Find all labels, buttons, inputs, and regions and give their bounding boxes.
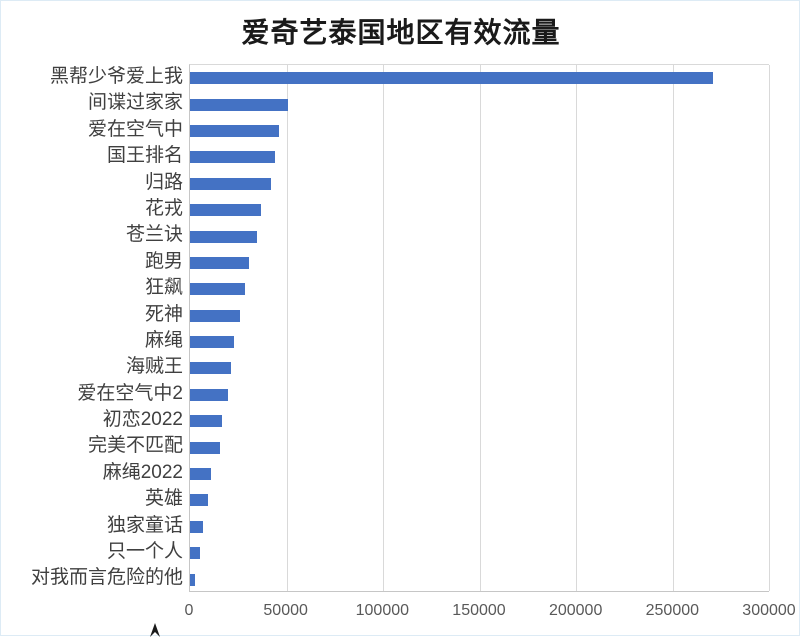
bar-row	[190, 197, 769, 223]
category-label: 爱在空气中2	[77, 382, 183, 404]
x-tick-label: 100000	[355, 602, 410, 619]
ink-mark-artifact	[150, 623, 160, 637]
vertical-gridline	[576, 65, 577, 591]
data-bar	[190, 547, 201, 560]
bar-row	[190, 382, 769, 408]
data-bar	[190, 573, 195, 586]
x-tick-label: 150000	[452, 602, 506, 619]
bar-row	[190, 514, 769, 540]
data-bar	[190, 441, 220, 454]
bar-row	[190, 303, 769, 329]
category-label: 跑男	[144, 250, 183, 272]
category-label: 狂飙	[144, 277, 183, 299]
category-label: 死神	[144, 303, 183, 325]
category-label: 爱在空气中	[87, 118, 183, 140]
x-tick-label: 50000	[263, 602, 308, 619]
vertical-gridline	[672, 65, 674, 591]
bar-row	[190, 434, 769, 460]
category-label: 海贼王	[125, 356, 183, 378]
category-label: 英雄	[144, 488, 183, 510]
data-bar	[190, 256, 249, 269]
category-label: 对我而言危险的他	[30, 567, 183, 589]
vertical-gridline	[479, 65, 481, 591]
x-tick-label: 0	[184, 602, 194, 619]
data-bar	[190, 283, 245, 296]
data-bar	[190, 151, 275, 164]
bar-row	[190, 540, 769, 566]
data-bar	[190, 98, 289, 111]
bar-row	[190, 65, 769, 91]
category-label: 只一个人	[106, 541, 183, 563]
data-bar	[190, 362, 231, 375]
category-label: 初恋2022	[102, 409, 183, 431]
vertical-gridline	[286, 65, 288, 591]
data-bar	[190, 177, 272, 190]
bar-row	[190, 223, 769, 249]
data-bar	[190, 520, 203, 533]
bar-row	[190, 566, 769, 592]
bar-row	[190, 355, 769, 381]
category-label: 黑帮少爷爱上我	[49, 66, 183, 87]
bar-row	[190, 144, 769, 170]
category-label: 间谍过家家	[87, 92, 183, 114]
vertical-gridline	[383, 65, 384, 591]
bar-row	[190, 276, 769, 302]
category-label: 完美不匹配	[87, 435, 183, 457]
category-label: 麻绳	[144, 329, 183, 351]
data-bar	[190, 124, 279, 137]
bar-row	[190, 171, 769, 197]
bar-row	[190, 461, 769, 487]
category-axis-labels: 黑帮少爷爱上我间谍过家家爱在空气中国王排名归路花戎苍兰诀跑男狂飙死神麻绳海贼王爱…	[1, 64, 183, 592]
bar-row	[190, 329, 769, 355]
bar-row	[190, 487, 769, 513]
data-bar	[190, 204, 262, 217]
bar-row	[190, 250, 769, 276]
x-tick-label: 300000	[742, 602, 796, 619]
category-label: 苍兰诀	[125, 224, 183, 246]
data-bar	[190, 336, 235, 349]
x-tick-label: 200000	[548, 602, 603, 619]
data-bar	[190, 415, 222, 428]
category-label: 麻绳2022	[102, 461, 183, 483]
data-bar	[190, 72, 714, 85]
x-axis-tick-labels: 0 50000 100000 150000 200000 250000 300000	[185, 602, 796, 624]
data-bar	[190, 468, 212, 481]
data-bar	[190, 388, 229, 401]
category-label: 独家童话	[106, 514, 183, 536]
x-tick-label: 250000	[645, 602, 700, 619]
vertical-gridline	[769, 65, 770, 591]
category-label: 归路	[144, 171, 183, 193]
plot-area	[189, 64, 770, 592]
bar-row	[190, 118, 769, 144]
category-label: 花戎	[144, 197, 183, 219]
data-bar	[190, 230, 257, 243]
chart-title: 爱奇艺泰国地区有效流量	[241, 17, 561, 48]
data-bar	[190, 494, 208, 507]
category-label: 国王排名	[106, 145, 183, 167]
bar-row	[190, 408, 769, 434]
bar-row	[190, 91, 769, 117]
data-bar	[190, 309, 241, 322]
